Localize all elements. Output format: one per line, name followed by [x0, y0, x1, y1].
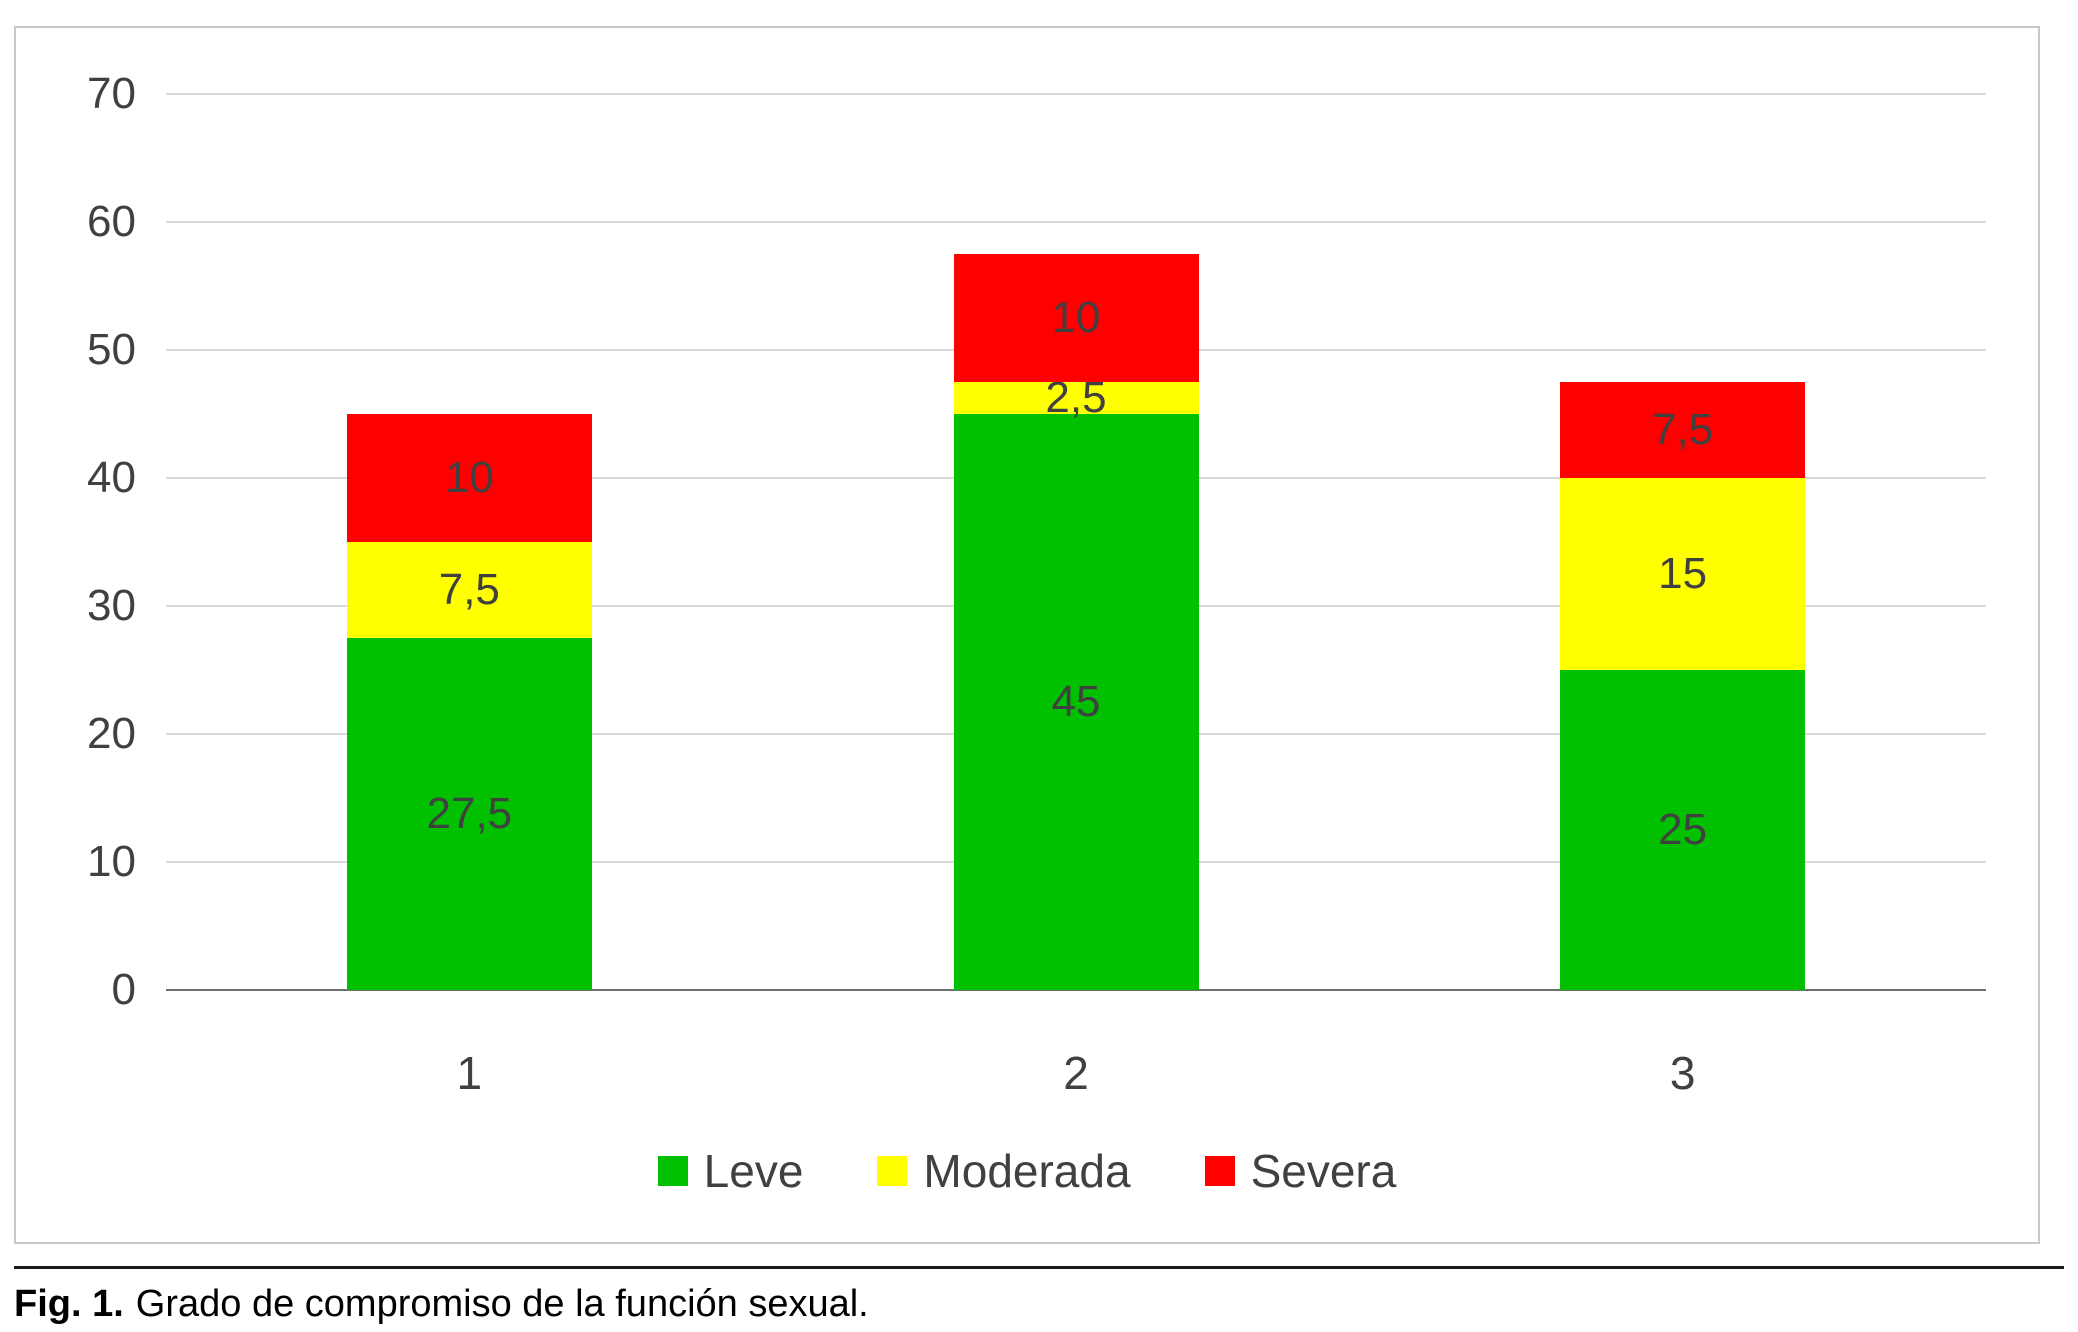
y-tick-label: 50 — [87, 325, 136, 374]
data-label: 10 — [444, 453, 494, 502]
x-axis-line — [166, 989, 1986, 991]
bar-segment-severa-cat-1: 10 — [346, 414, 592, 542]
figure-caption: Fig. 1. Grado de compromiso de la función… — [14, 1266, 2064, 1326]
caption-text: Grado de compromiso de la función sexual… — [135, 1283, 869, 1325]
data-label: 15 — [1658, 549, 1708, 598]
legend-label: Moderada — [923, 1145, 1131, 1197]
data-label: 7,5 — [438, 565, 500, 614]
bar-segment-moderada-cat-1: 7,5 — [346, 542, 592, 638]
data-label: 27,5 — [426, 789, 513, 838]
legend-item-severa: Severa — [1204, 1144, 1397, 1198]
legend-label: Severa — [1250, 1145, 1397, 1197]
x-tick-label: 2 — [1063, 1047, 1089, 1099]
bar-segment-leve-cat-3: 25 — [1560, 670, 1806, 990]
bar-segment-severa-cat-3: 7,5 — [1560, 382, 1806, 478]
y-tick-label: 70 — [87, 69, 136, 118]
bar-segment-leve-cat-1: 27,5 — [346, 638, 592, 990]
x-tick-label: 3 — [1669, 1047, 1696, 1099]
y-tick-label: 30 — [87, 581, 136, 630]
legend: Leve Moderada Severa — [16, 1144, 2038, 1198]
legend-label: Leve — [703, 1145, 804, 1197]
bar-segment-moderada-cat-2: 2,5 — [953, 373, 1199, 422]
data-label: 45 — [1051, 677, 1101, 726]
bar-segment-moderada-cat-3: 15 — [1560, 478, 1806, 670]
legend-item-moderada: Moderada — [877, 1144, 1131, 1198]
bar-segment-leve-cat-2: 45 — [953, 414, 1199, 990]
data-label: 10 — [1051, 293, 1101, 342]
legend-swatch-icon — [877, 1156, 908, 1186]
x-tick-label: 1 — [456, 1047, 483, 1099]
y-tick-label: 20 — [87, 709, 136, 758]
bar-segment-severa-cat-2: 10 — [953, 254, 1199, 382]
caption-label: Fig. 1. — [14, 1283, 124, 1325]
legend-swatch-icon — [657, 1156, 688, 1186]
y-tick-label: 0 — [111, 965, 136, 1014]
plot-area: 0 10 20 30 40 50 60 70 27,5 7,5 10 1 45 2,5 10 2 25 15 7,5… — [87, 70, 1986, 1099]
gridline — [166, 93, 1986, 95]
y-tick-label: 40 — [87, 453, 136, 502]
gridline — [166, 221, 1986, 223]
y-tick-label: 60 — [87, 197, 136, 246]
data-label: 25 — [1658, 805, 1708, 854]
stacked-bar-chart: 0 10 20 30 40 50 60 70 27,5 7,5 10 1 45 2,5 10 2 25 15 7,5… — [14, 26, 2040, 1244]
legend-swatch-icon — [1204, 1156, 1235, 1186]
data-label: 7,5 — [1652, 405, 1714, 454]
legend-item-leve: Leve — [657, 1144, 804, 1198]
y-tick-label: 10 — [87, 837, 136, 886]
